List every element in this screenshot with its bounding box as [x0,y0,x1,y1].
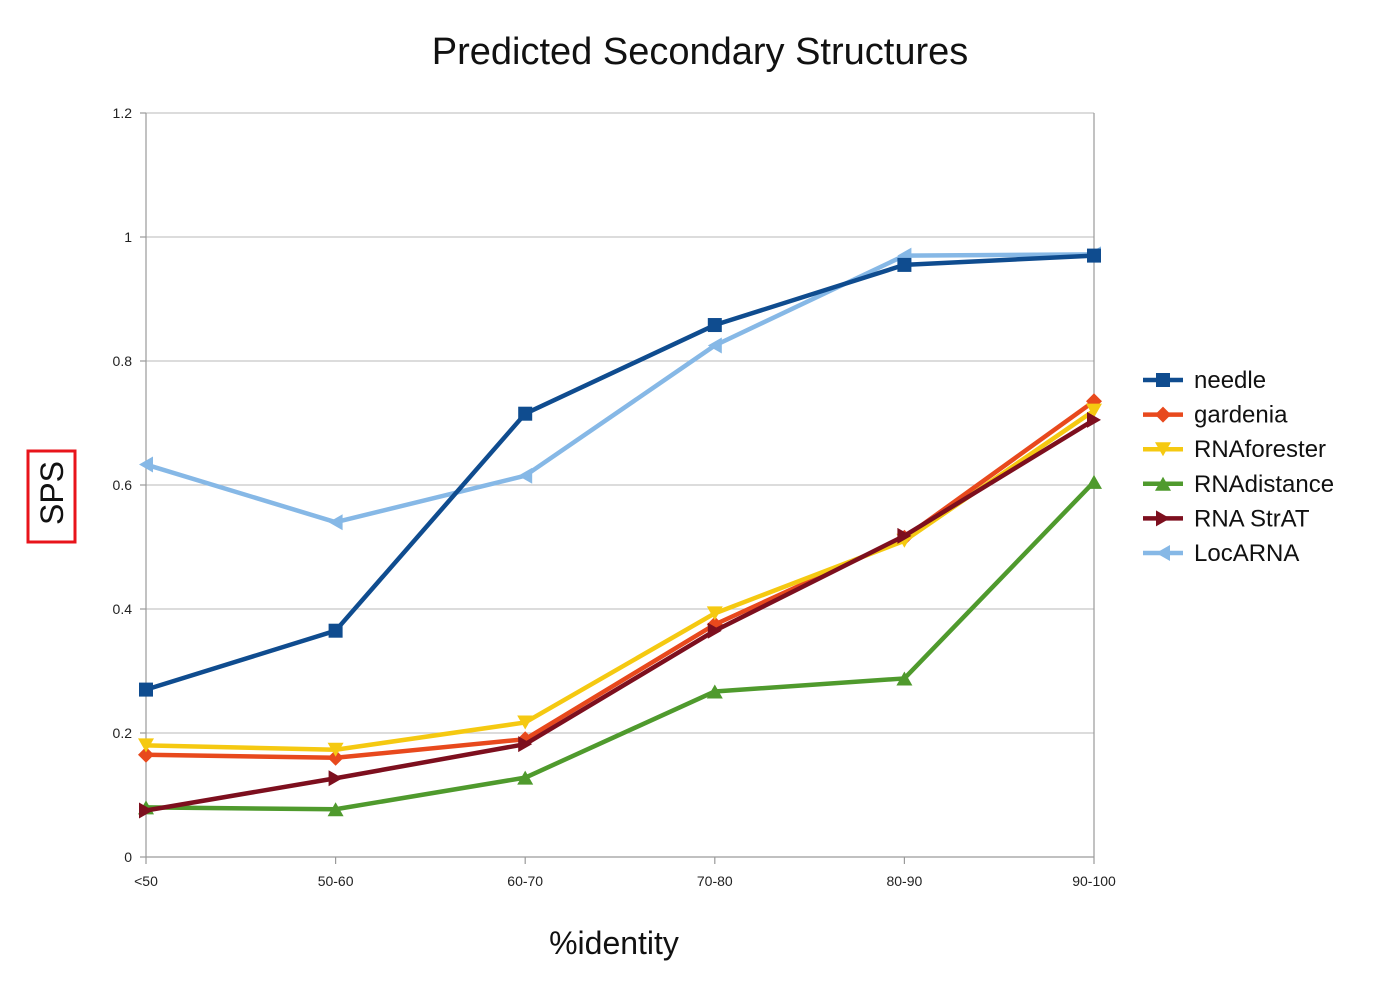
legend-label: RNA StrAT [1194,505,1310,532]
legend: needle gardenia RNAforester RNAdistance RNA … [1143,367,1334,567]
legend-label: RNAforester [1194,436,1326,463]
data-point [707,622,722,639]
data-point [139,682,153,697]
data-point [896,671,913,686]
y-axis-label-highlight-box [26,449,77,544]
data-point [138,738,154,753]
legend-swatch-marker [1155,476,1171,491]
x-tick-label: 70-80 [697,873,733,889]
x-tick-label: 90-100 [1072,873,1116,889]
data-point [1086,474,1102,489]
x-axis-label: %identity [549,925,679,961]
x-tick-label: 50-60 [318,873,354,889]
data-point [327,749,344,766]
chart-title: Predicted Secondary Structures [432,31,969,73]
y-tick-label: 0.6 [113,477,133,493]
legend-swatch-marker [1156,510,1170,527]
series-line [143,252,1097,525]
series-group [138,246,1102,819]
data-point [707,318,722,333]
legend-item: RNAforester [1143,436,1326,463]
data-point [518,736,533,753]
legend-item: RNA StrAT [1143,505,1310,532]
data-point [328,514,343,531]
y-tick-label: 0.8 [113,353,133,369]
data-point [518,406,533,421]
series-line [143,417,1097,813]
y-tick-labels: 0 0.2 0.4 0.6 0.8 1 1.2 [113,105,133,865]
data-point [328,623,343,638]
data-point [1086,403,1102,418]
series-line [143,479,1097,812]
data-point [706,606,723,621]
data-point [897,257,912,272]
data-point [517,715,534,730]
legend-item: RNAdistance [1143,471,1334,498]
data-point [707,337,722,354]
data-point [517,770,534,785]
data-point [138,746,154,763]
data-point [328,770,343,787]
legend-swatch-marker [1156,373,1170,387]
y-tick-label: 1 [124,229,132,245]
data-point [1087,248,1101,263]
y-tick-label: 1.2 [113,105,133,121]
x-tick-labels: <50 50-60 60-70 70-80 80-90 90-100 [134,873,1116,889]
series-rna-strat [139,411,1101,819]
y-tick-label: 0 [124,849,132,865]
legend-item: needle [1143,367,1266,394]
data-point [1087,411,1101,428]
data-point [706,684,723,699]
legend-swatch-marker [1155,442,1171,457]
data-point [327,802,344,817]
legend-item: gardenia [1143,402,1288,429]
data-point [518,467,533,484]
series-line [143,253,1097,692]
legend-item: LocARNA [1143,540,1299,567]
gridlines [146,112,1094,734]
x-tick-label: 60-70 [507,873,543,889]
y-tick-label: 0.2 [113,725,133,741]
legend-label: LocARNA [1194,540,1299,567]
x-tick-label: <50 [134,873,158,889]
y-axis-label: SPS [34,461,70,525]
data-point [327,742,344,757]
x-tick-label: 80-90 [886,873,922,889]
data-point [139,456,153,473]
legend-swatch-marker [1155,406,1171,423]
data-point [897,527,912,544]
series-needle [139,248,1101,697]
legend-swatch-marker [1156,545,1170,561]
legend-label: RNAdistance [1194,471,1334,498]
legend-label: needle [1194,367,1266,394]
y-tick-label: 0.4 [113,601,133,617]
data-point [139,802,153,819]
legend-label: gardenia [1194,402,1288,429]
